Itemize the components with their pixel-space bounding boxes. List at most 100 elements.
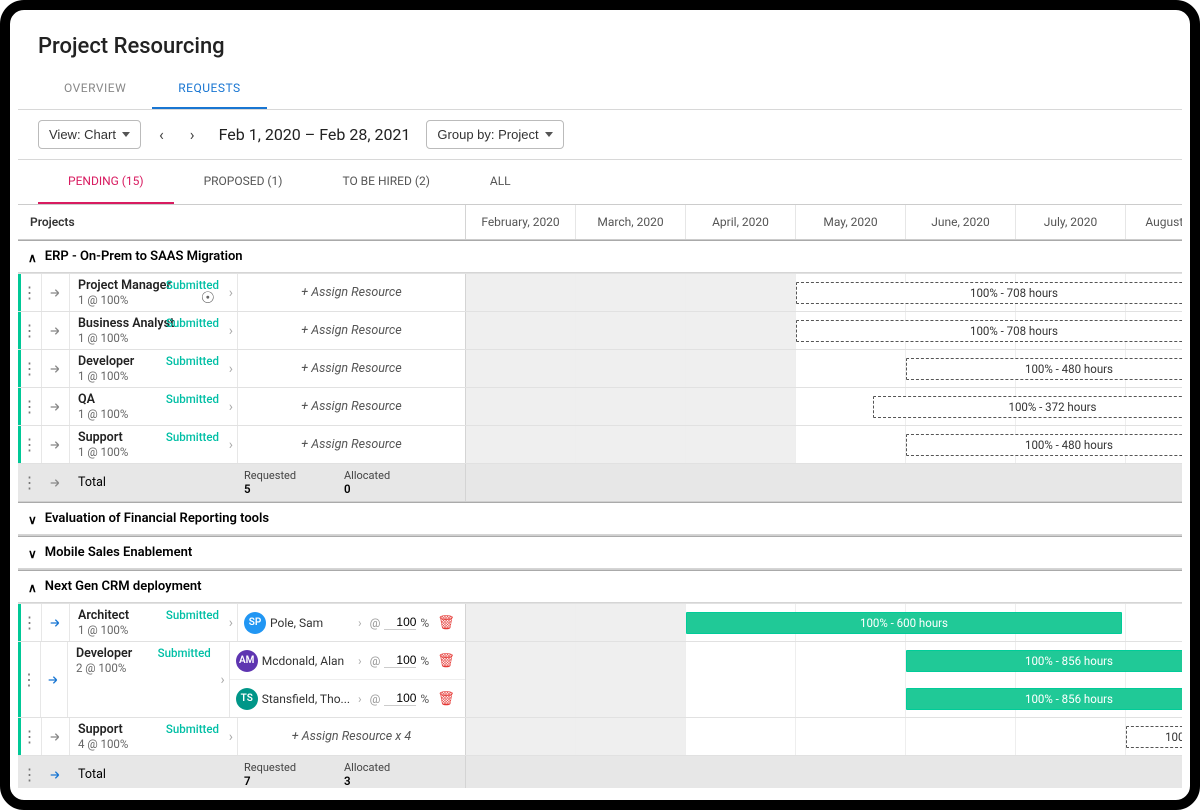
project-name: Evaluation of Financial Reporting tools [45, 511, 269, 526]
role-cell[interactable]: Support 1 @ 100% Submitted › [70, 426, 238, 463]
allocation-bar[interactable]: 100% - 856 hours [906, 688, 1182, 710]
tab-overview[interactable]: OVERVIEW [38, 69, 152, 109]
tab-pending[interactable]: PENDING (15) [38, 160, 174, 204]
assign-resource-button[interactable]: + Assign Resource [244, 323, 459, 338]
projects-col-header: Projects [18, 205, 466, 239]
arrow-icon[interactable] [42, 274, 70, 311]
arrow-icon [42, 475, 70, 491]
assignee-row: TS Stansfield, Tho... › @ % 🗑 [230, 679, 465, 717]
requested-label: Requested [244, 761, 344, 774]
total-label: Total [70, 759, 238, 788]
arrow-icon[interactable] [42, 426, 70, 463]
status-badge: Submitted [166, 316, 219, 330]
allocation-bar[interactable]: 100% [1126, 726, 1182, 748]
status-badge: Submitted [166, 722, 219, 736]
percent-input[interactable] [384, 615, 416, 630]
role-cell[interactable]: Project Manager 1 @ 100% Submitted ☉ › [70, 274, 238, 311]
project-group-header[interactable]: ∧ERP - On-Prem to SAAS Migration [18, 240, 1182, 273]
chevron-right-icon: › [221, 672, 225, 688]
assignee-name[interactable]: Pole, Sam [270, 616, 350, 630]
drag-handle-icon[interactable]: ⋮ [18, 388, 42, 425]
status-badge: Submitted [166, 430, 219, 444]
project-group-header[interactable]: ∨Mobile Sales Enablement [18, 536, 1182, 569]
requested-label: Requested [244, 469, 344, 482]
at-icon: @ [370, 654, 381, 668]
drag-handle-icon[interactable]: ⋮ [18, 426, 42, 463]
role-allocation: 1 @ 100% [78, 623, 229, 637]
allocation-bar[interactable]: 100% - 480 hours [906, 358, 1182, 380]
arrow-icon[interactable] [42, 604, 70, 641]
assign-resource-button[interactable]: + Assign Resource [244, 437, 459, 452]
role-cell[interactable]: Developer 2 @ 100% Submitted › [68, 642, 230, 717]
toolbar: View: Chart ‹ › Feb 1, 2020 – Feb 28, 20… [18, 110, 1182, 160]
allocation-bar[interactable]: 100% - 708 hours [796, 282, 1182, 304]
group-label: Group by: Project [437, 127, 538, 142]
tab-all[interactable]: ALL [460, 160, 541, 204]
drag-handle-icon[interactable]: ⋮ [18, 274, 42, 311]
delete-icon[interactable]: 🗑 [433, 653, 459, 669]
tab-requests[interactable]: REQUESTS [152, 69, 266, 109]
chevron-right-icon: › [229, 361, 233, 377]
drag-handle-icon[interactable]: ⋮ [18, 473, 42, 492]
arrow-icon[interactable] [41, 642, 68, 717]
month-header: May, 2020 [796, 205, 906, 239]
view-select[interactable]: View: Chart [38, 120, 141, 149]
status-badge: Submitted [166, 608, 219, 622]
arrow-icon[interactable] [42, 312, 70, 349]
allocation-bar[interactable]: 100% - 708 hours [796, 320, 1182, 342]
chevron-right-icon: › [229, 729, 233, 745]
allocation-bar[interactable]: 100% - 480 hours [906, 434, 1182, 456]
drag-handle-icon[interactable]: ⋮ [18, 642, 41, 717]
avatar: SP [244, 612, 266, 634]
requested-value: 5 [244, 482, 251, 496]
arrow-icon[interactable] [42, 350, 70, 387]
assign-resource-button[interactable]: + Assign Resource [244, 285, 459, 300]
tab-tobehired[interactable]: TO BE HIRED (2) [312, 160, 459, 204]
drag-handle-icon[interactable]: ⋮ [18, 604, 42, 641]
tab-proposed[interactable]: PROPOSED (1) [174, 160, 313, 204]
chevron-down-icon: ∨ [28, 547, 37, 561]
total-label: Total [70, 467, 238, 498]
drag-handle-icon[interactable]: ⋮ [18, 718, 42, 755]
chevron-right-icon[interactable]: › [354, 654, 366, 668]
role-allocation: 1 @ 100% [78, 369, 229, 383]
project-group-header[interactable]: ∨ Evaluation of Financial Reporting tools [18, 502, 1182, 535]
assign-resource-button[interactable]: + Assign Resource [244, 399, 459, 414]
chevron-right-icon[interactable]: › [354, 692, 366, 706]
assignee-name[interactable]: Mcdonald, Alan [262, 654, 350, 668]
allocation-bar[interactable]: 100% - 372 hours [873, 396, 1182, 418]
delete-icon[interactable]: 🗑 [433, 691, 459, 707]
drag-handle-icon[interactable]: ⋮ [18, 765, 42, 784]
role-cell[interactable]: Support 4 @ 100% Submitted › [70, 718, 238, 755]
assign-resource-button[interactable]: + Assign Resource [244, 361, 459, 376]
requested-value: 7 [244, 774, 251, 788]
next-arrow[interactable]: › [182, 121, 203, 148]
date-range: Feb 1, 2020 – Feb 28, 2021 [213, 125, 417, 144]
group-select[interactable]: Group by: Project [426, 120, 563, 149]
assignee-name[interactable]: Stansfield, Tho... [262, 692, 350, 706]
role-allocation: 1 @ 100% [78, 407, 229, 421]
role-cell[interactable]: Business Analyst 1 @ 100% Submitted › [70, 312, 238, 349]
avatar: TS [236, 688, 258, 710]
chevron-down-icon: ∨ [28, 513, 37, 527]
arrow-icon[interactable] [42, 388, 70, 425]
month-header: June, 2020 [906, 205, 1016, 239]
project-group-header[interactable]: ∧Next Gen CRM deployment [18, 570, 1182, 603]
role-cell[interactable]: QA 1 @ 100% Submitted › [70, 388, 238, 425]
percent-input[interactable] [384, 653, 416, 668]
drag-handle-icon[interactable]: ⋮ [18, 350, 42, 387]
chevron-right-icon[interactable]: › [354, 616, 366, 630]
prev-arrow[interactable]: ‹ [151, 121, 172, 148]
delete-icon[interactable]: 🗑 [433, 615, 459, 631]
chevron-right-icon: › [229, 437, 233, 453]
role-cell[interactable]: Architect 1 @ 100% Submitted › [70, 604, 238, 641]
role-cell[interactable]: Developer 1 @ 100% Submitted › [70, 350, 238, 387]
percent-input[interactable] [384, 691, 416, 706]
month-header: July, 2020 [1016, 205, 1126, 239]
project-name: Next Gen CRM deployment [45, 579, 202, 594]
drag-handle-icon[interactable]: ⋮ [18, 312, 42, 349]
arrow-icon[interactable] [42, 718, 70, 755]
assign-resource-button[interactable]: + Assign Resource x 4 [244, 729, 459, 744]
allocation-bar[interactable]: 100% - 600 hours [686, 612, 1122, 634]
allocation-bar[interactable]: 100% - 856 hours [906, 650, 1182, 672]
